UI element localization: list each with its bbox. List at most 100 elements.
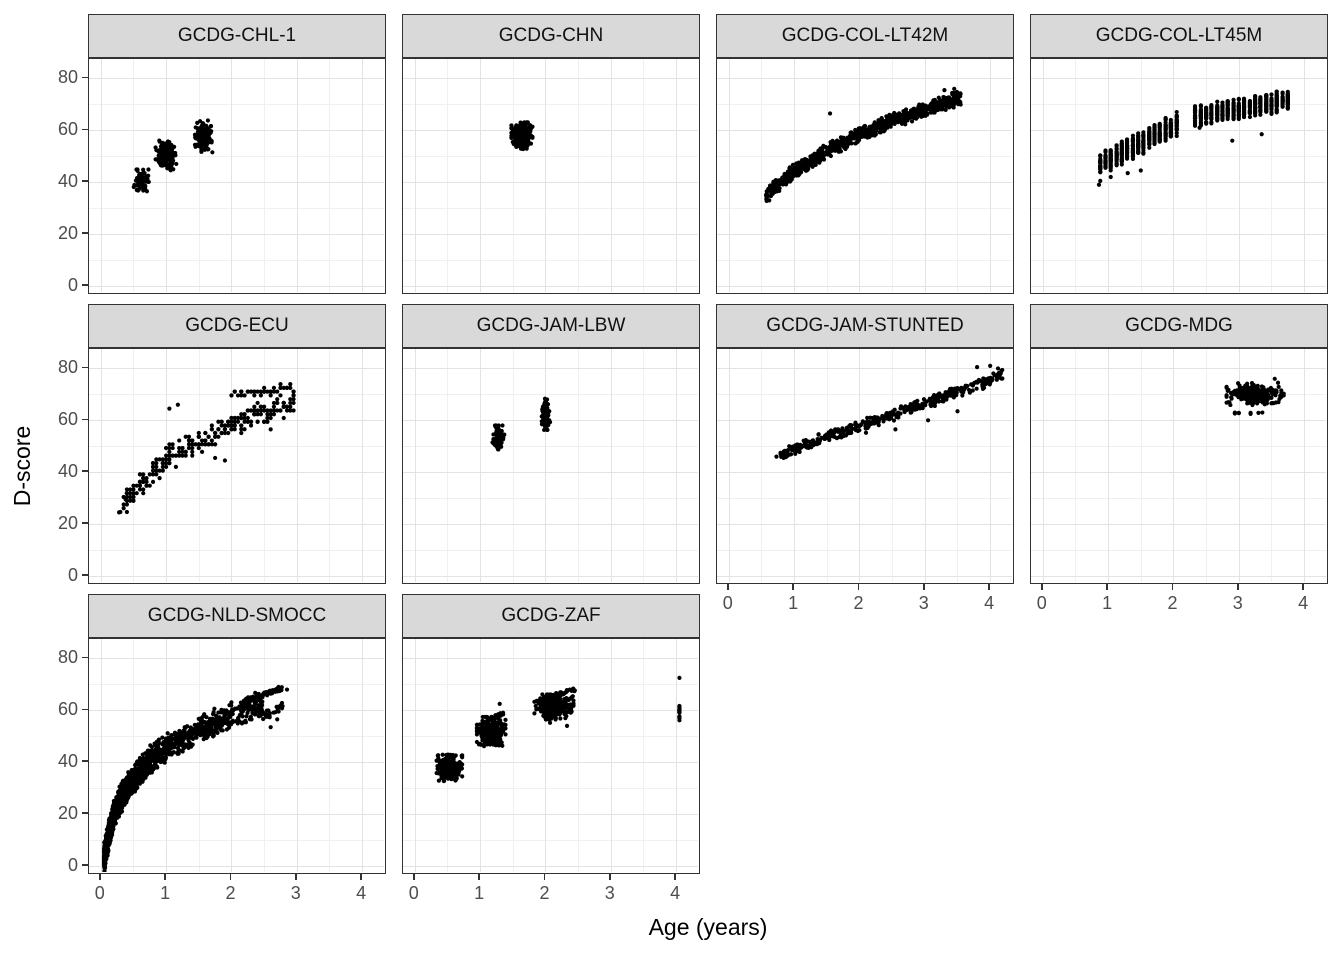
x-tick-label: 2 — [1167, 593, 1178, 613]
y-tick-label: 40 — [57, 751, 78, 772]
facet-panel — [716, 348, 1014, 584]
facet-panel — [402, 638, 700, 874]
x-tick-label: 3 — [290, 883, 301, 903]
x-tick-label: 0 — [94, 883, 105, 903]
y-axis-tick — [82, 522, 88, 524]
x-tick-label: 4 — [1298, 593, 1309, 613]
scatter-canvas — [89, 349, 384, 582]
facet-strip-label: GCDG-ZAF — [501, 605, 601, 626]
x-axis-tick — [988, 584, 990, 590]
scatter-canvas — [403, 639, 698, 872]
scatter-canvas — [89, 639, 384, 872]
x-axis-tick — [1106, 584, 1108, 590]
y-tick-label: 20 — [57, 513, 78, 534]
facet-strip: GCDG-COL-LT45M — [1030, 14, 1328, 58]
x-axis-tick — [857, 584, 860, 590]
facet-panel — [88, 638, 386, 874]
y-tick-label: 60 — [57, 699, 78, 720]
scatter-canvas — [1031, 349, 1326, 582]
y-tick-label: 80 — [57, 67, 78, 88]
y-axis-tick — [82, 470, 88, 472]
facet-strip: GCDG-NLD-SMOCC — [88, 594, 386, 638]
x-axis-tick — [99, 874, 101, 880]
facet-panel — [716, 58, 1014, 294]
facet-strip-label: GCDG-MDG — [1125, 315, 1233, 336]
facet-strip-label: GCDG-ECU — [185, 315, 289, 336]
x-axis-tick — [543, 874, 546, 880]
x-tick-label: 0 — [408, 883, 419, 903]
x-tick-label: 3 — [604, 883, 615, 903]
y-axis-tick — [82, 418, 88, 421]
y-axis-tick — [82, 812, 88, 814]
x-tick-label: 0 — [722, 593, 733, 613]
x-axis-tick — [1237, 584, 1239, 590]
x-tick-label: 2 — [225, 883, 236, 903]
facet-strip-label: GCDG-NLD-SMOCC — [147, 605, 327, 626]
y-tick-label: 0 — [67, 274, 78, 295]
x-axis-tick — [164, 874, 166, 880]
scatter-canvas — [717, 59, 1012, 292]
x-tick-label: 4 — [984, 593, 995, 613]
facet-panel — [402, 58, 700, 294]
x-axis-tick — [674, 874, 676, 880]
y-tick-label: 20 — [57, 223, 78, 244]
x-tick-label: 1 — [1102, 593, 1113, 613]
x-tick-label: 2 — [853, 593, 864, 613]
y-tick-label: 0 — [67, 854, 78, 875]
y-axis-tick — [82, 708, 88, 711]
y-axis-tick — [82, 128, 88, 131]
x-tick-label: 1 — [474, 883, 485, 903]
facet-strip-label: GCDG-COL-LT42M — [781, 25, 949, 46]
x-tick-label: 4 — [670, 883, 681, 903]
x-axis-tick — [609, 874, 611, 880]
scatter-canvas — [403, 349, 698, 582]
y-axis-tick — [82, 76, 88, 79]
y-tick-label: 40 — [57, 461, 78, 482]
x-axis-tick — [792, 584, 794, 590]
x-axis-tick — [1171, 584, 1174, 590]
facet-strip: GCDG-CHL-1 — [88, 14, 386, 58]
x-tick-label: 2 — [539, 883, 550, 903]
y-axis-title: D-score — [9, 425, 35, 507]
x-tick-label: 0 — [1036, 593, 1047, 613]
x-tick-label: 1 — [160, 883, 171, 903]
facet-panel — [88, 348, 386, 584]
x-axis-tick — [360, 874, 362, 880]
y-axis-tick — [82, 656, 88, 659]
y-tick-label: 60 — [57, 119, 78, 140]
y-axis-tick — [82, 574, 88, 576]
x-tick-label: 3 — [918, 593, 929, 613]
y-tick-label: 20 — [57, 803, 78, 824]
y-tick-label: 60 — [57, 409, 78, 430]
scatter-canvas — [1031, 59, 1326, 292]
x-axis-tick — [295, 874, 297, 880]
y-axis-tick — [82, 284, 88, 286]
facet-panel — [1030, 348, 1328, 584]
y-tick-label: 0 — [67, 564, 78, 585]
facet-strip: GCDG-CHN — [402, 14, 700, 58]
facet-strip-label: GCDG-COL-LT45M — [1095, 25, 1263, 46]
x-axis-tick — [1302, 584, 1304, 590]
y-tick-label: 80 — [57, 647, 78, 668]
x-tick-label: 1 — [788, 593, 799, 613]
y-tick-label: 40 — [57, 171, 78, 192]
facet-panel — [402, 348, 700, 584]
x-tick-label: 4 — [356, 883, 367, 903]
x-axis-tick — [1041, 584, 1043, 590]
facet-strip: GCDG-MDG — [1030, 304, 1328, 348]
x-axis-tick — [478, 874, 480, 880]
y-axis-tick — [82, 366, 88, 369]
facet-strip-label: GCDG-CHN — [498, 25, 604, 46]
x-axis-tick — [923, 584, 925, 590]
scatter-canvas — [403, 59, 698, 292]
y-axis-tick — [82, 180, 88, 182]
facet-strip: GCDG-ECU — [88, 304, 386, 348]
x-axis-tick — [413, 874, 415, 880]
x-axis-title: Age (years) — [648, 914, 768, 940]
facet-strip: GCDG-JAM-STUNTED — [716, 304, 1014, 348]
x-axis-tick — [229, 874, 232, 880]
y-axis-tick — [82, 232, 88, 234]
facet-strip: GCDG-ZAF — [402, 594, 700, 638]
facet-strip: GCDG-COL-LT42M — [716, 14, 1014, 58]
scatter-canvas — [89, 59, 384, 292]
